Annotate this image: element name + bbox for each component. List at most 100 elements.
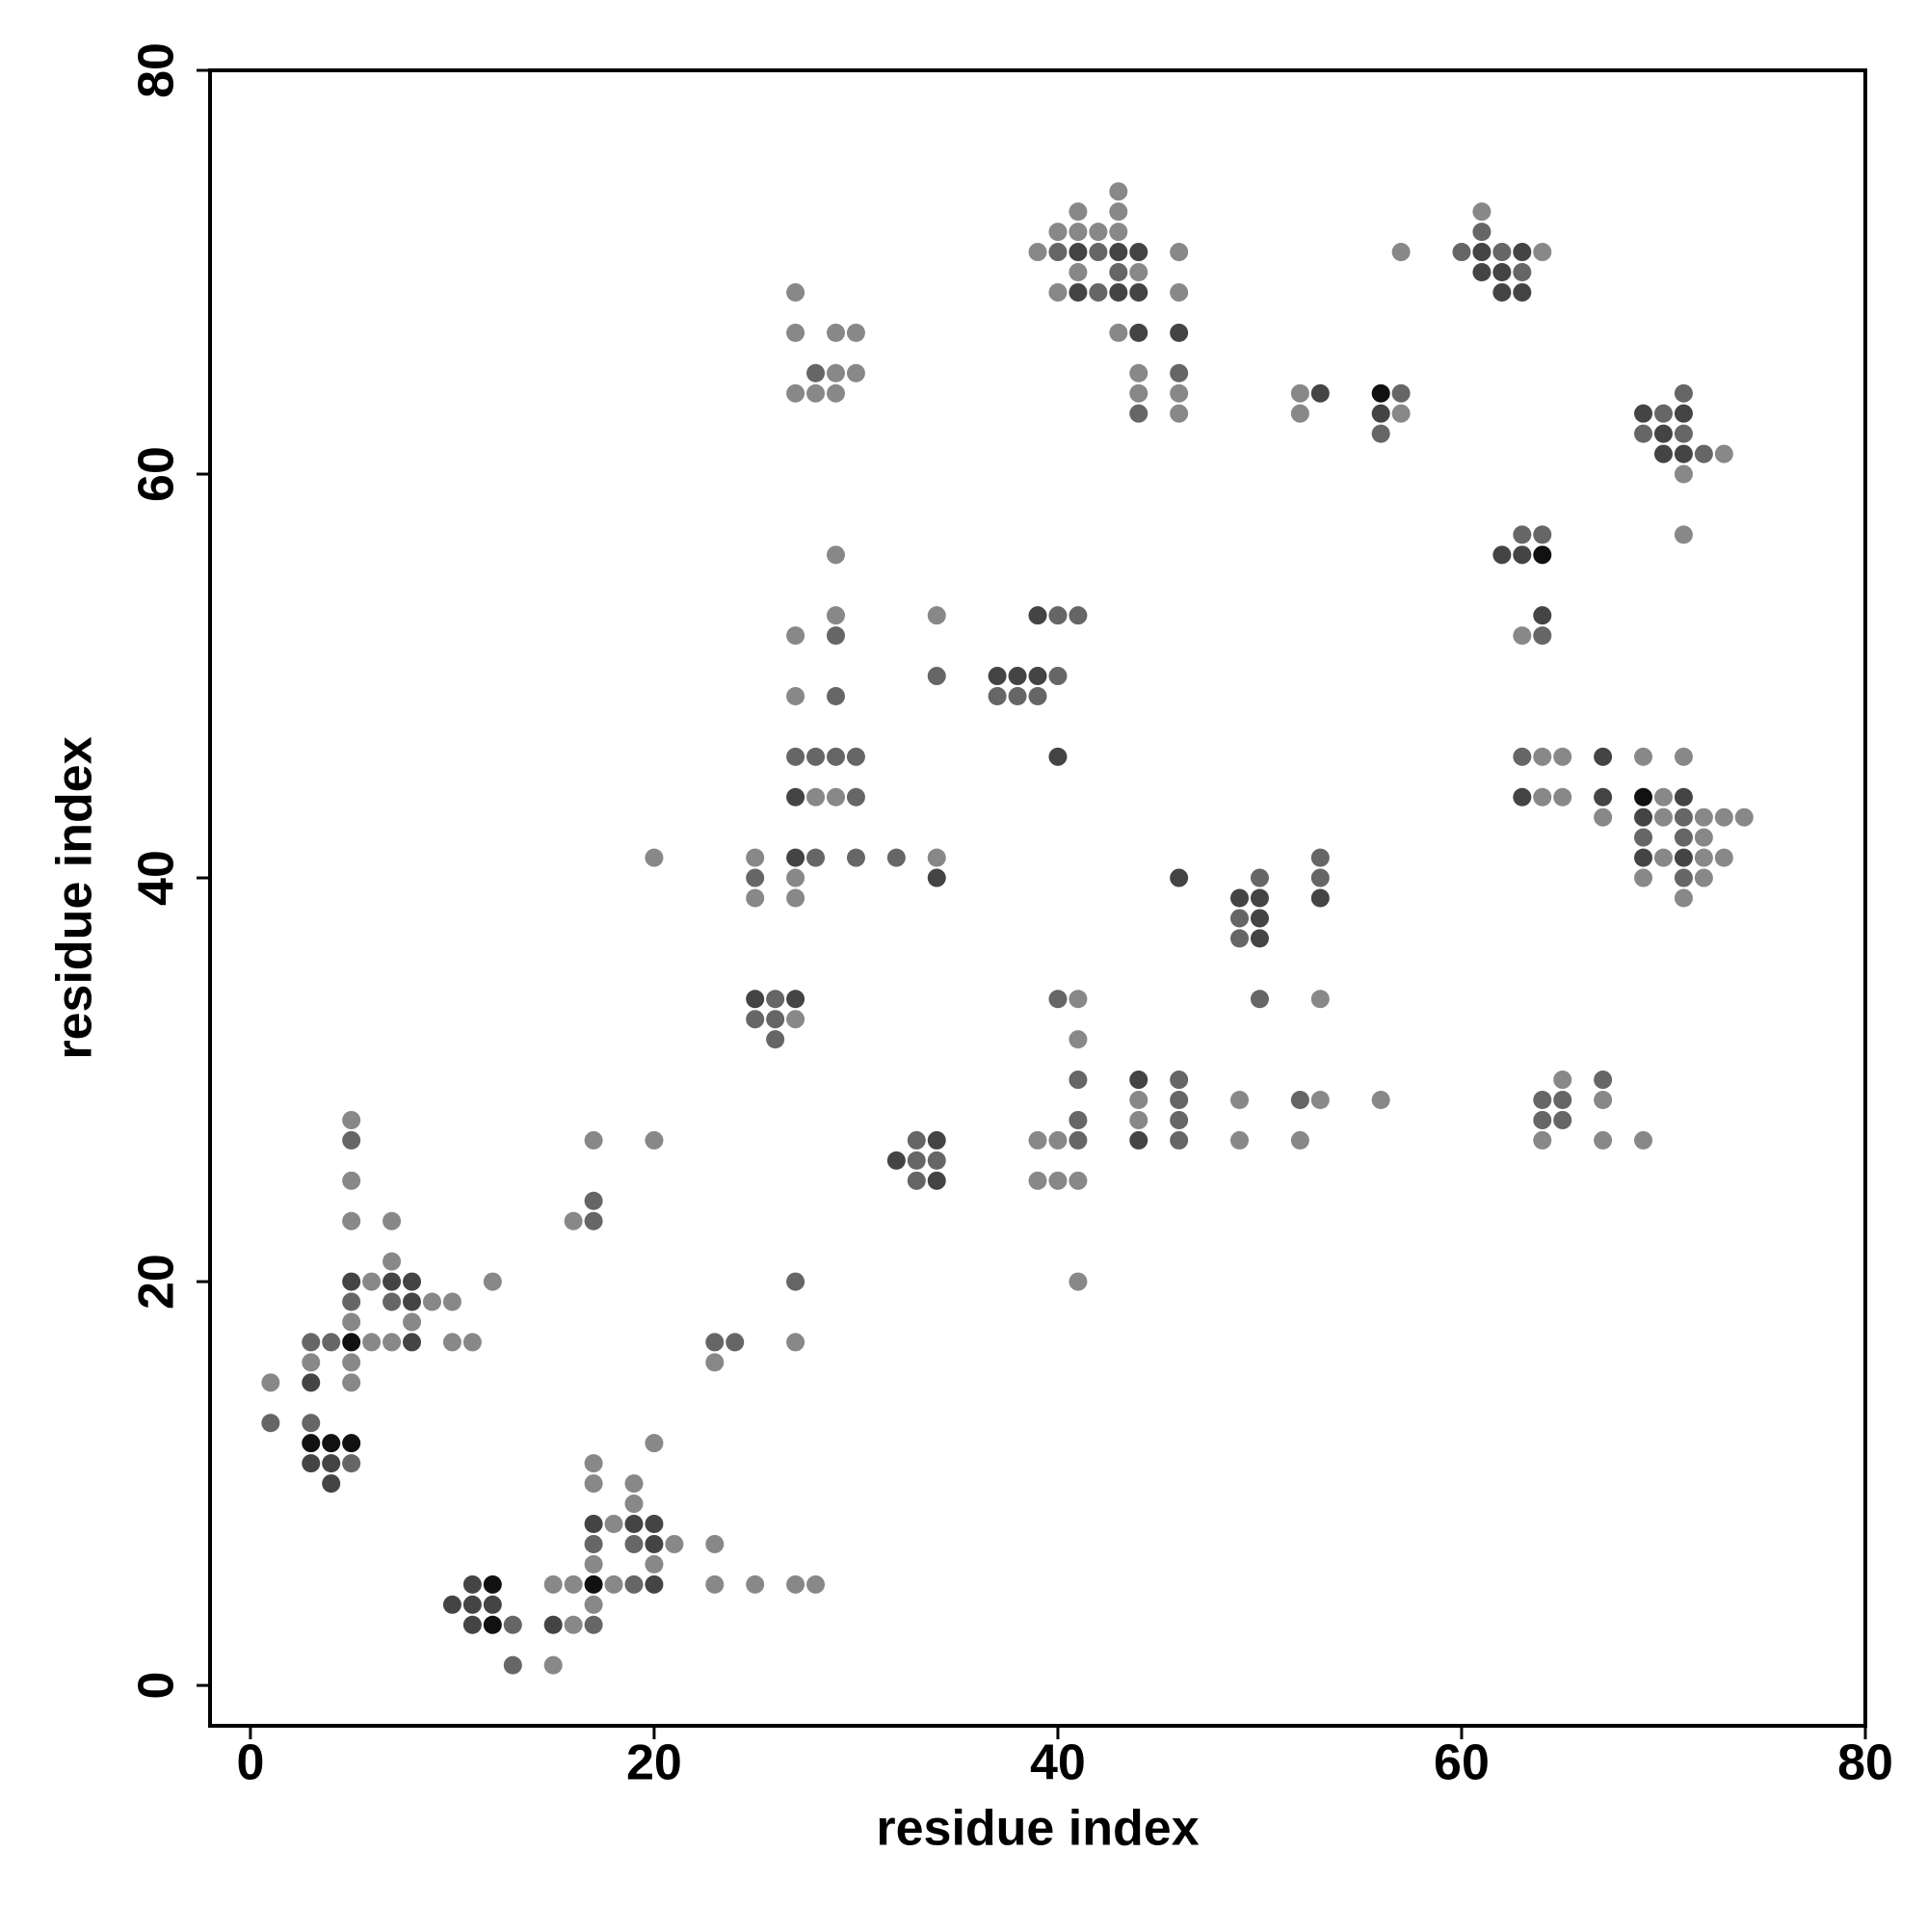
point bbox=[624, 1495, 644, 1514]
point bbox=[1694, 807, 1713, 827]
x-tick-label: 60 bbox=[1434, 1735, 1490, 1791]
point bbox=[1129, 363, 1148, 383]
point bbox=[1674, 424, 1693, 443]
point bbox=[786, 282, 805, 302]
point bbox=[927, 1130, 946, 1150]
point bbox=[604, 1514, 623, 1533]
point bbox=[342, 1272, 361, 1291]
point bbox=[1250, 888, 1269, 908]
y-axis-label: residue index bbox=[47, 736, 103, 1059]
point bbox=[403, 1312, 422, 1332]
point bbox=[1533, 606, 1552, 625]
point bbox=[1028, 667, 1047, 686]
point bbox=[846, 787, 865, 807]
point bbox=[1634, 828, 1653, 847]
point bbox=[1048, 990, 1068, 1009]
point bbox=[543, 1655, 563, 1675]
point bbox=[746, 848, 765, 867]
point bbox=[907, 1151, 926, 1170]
point bbox=[564, 1211, 583, 1231]
point bbox=[1533, 545, 1552, 565]
point bbox=[342, 1353, 361, 1372]
point bbox=[846, 747, 865, 766]
point bbox=[1290, 1130, 1309, 1150]
point bbox=[705, 1333, 725, 1352]
point bbox=[1653, 848, 1673, 867]
point bbox=[564, 1575, 583, 1594]
point bbox=[705, 1353, 725, 1372]
point bbox=[786, 1575, 805, 1594]
point bbox=[1290, 1091, 1309, 1110]
point bbox=[1634, 1130, 1653, 1150]
point bbox=[645, 1130, 664, 1150]
point bbox=[886, 1151, 906, 1170]
point bbox=[362, 1333, 382, 1352]
point bbox=[322, 1454, 341, 1473]
point bbox=[1310, 384, 1330, 403]
point bbox=[846, 363, 865, 383]
point bbox=[786, 686, 805, 705]
point bbox=[1069, 1130, 1088, 1150]
point bbox=[1674, 828, 1693, 847]
point bbox=[1594, 1130, 1613, 1150]
point bbox=[342, 1110, 361, 1129]
point bbox=[1008, 686, 1027, 705]
point bbox=[746, 888, 765, 908]
point bbox=[1048, 282, 1068, 302]
point bbox=[342, 1211, 361, 1231]
point bbox=[1109, 282, 1128, 302]
point bbox=[927, 606, 946, 625]
point bbox=[302, 1353, 321, 1372]
point bbox=[342, 1130, 361, 1150]
point bbox=[746, 1575, 765, 1594]
point bbox=[1371, 384, 1390, 403]
point bbox=[786, 1010, 805, 1029]
point bbox=[886, 848, 906, 867]
point bbox=[1069, 202, 1088, 222]
point bbox=[322, 1333, 341, 1352]
point bbox=[1653, 787, 1673, 807]
point bbox=[503, 1615, 522, 1634]
point bbox=[1634, 424, 1653, 443]
point bbox=[1714, 848, 1733, 867]
point bbox=[786, 787, 805, 807]
point bbox=[1714, 807, 1733, 827]
point bbox=[927, 868, 946, 887]
point bbox=[1310, 990, 1330, 1009]
point bbox=[1129, 1091, 1148, 1110]
point bbox=[1109, 263, 1128, 282]
point bbox=[1230, 1091, 1250, 1110]
point bbox=[302, 1333, 321, 1352]
point bbox=[624, 1575, 644, 1594]
point bbox=[302, 1434, 321, 1453]
point bbox=[442, 1595, 462, 1614]
point bbox=[1492, 243, 1512, 262]
point bbox=[483, 1272, 502, 1291]
point bbox=[1230, 1130, 1250, 1150]
point bbox=[383, 1211, 402, 1231]
point bbox=[1674, 848, 1693, 867]
point bbox=[1513, 525, 1532, 544]
point bbox=[1653, 444, 1673, 463]
point bbox=[927, 667, 946, 686]
point bbox=[1028, 1171, 1047, 1190]
point bbox=[927, 1171, 946, 1190]
point bbox=[261, 1414, 280, 1433]
point bbox=[1310, 888, 1330, 908]
plot-frame bbox=[208, 68, 1867, 1728]
point bbox=[342, 1292, 361, 1311]
point bbox=[1170, 1110, 1189, 1129]
point bbox=[1069, 606, 1088, 625]
point bbox=[1472, 263, 1491, 282]
point bbox=[1069, 223, 1088, 242]
point bbox=[342, 1333, 361, 1352]
point bbox=[1513, 282, 1532, 302]
point bbox=[342, 1171, 361, 1190]
point bbox=[1048, 243, 1068, 262]
point bbox=[1250, 868, 1269, 887]
point bbox=[1048, 747, 1068, 766]
point bbox=[584, 1534, 603, 1553]
point bbox=[786, 747, 805, 766]
point bbox=[1109, 323, 1128, 342]
